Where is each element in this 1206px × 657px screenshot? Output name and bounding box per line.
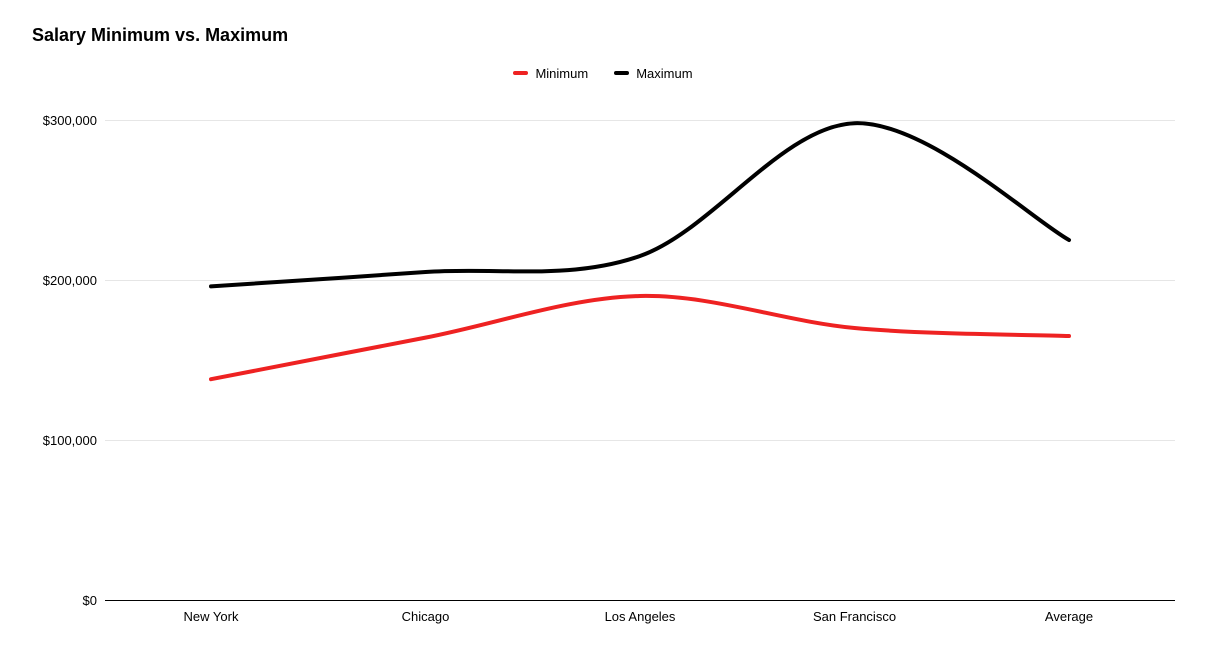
y-tick-label: $0 bbox=[82, 593, 97, 608]
x-tick-label: San Francisco bbox=[812, 609, 897, 624]
x-tick-label: New York bbox=[183, 609, 239, 624]
legend-swatch-icon bbox=[513, 71, 529, 75]
gridlines bbox=[105, 120, 1175, 601]
x-tick-label: Los Angeles bbox=[604, 609, 676, 624]
x-tick-label: Average bbox=[1044, 609, 1094, 624]
legend-label: Maximum bbox=[636, 65, 693, 81]
legend-item-maximum: Maximum bbox=[614, 65, 693, 81]
minimum-series-line bbox=[209, 293, 1071, 382]
legend-item-minimum: Minimum bbox=[513, 66, 588, 81]
legend-label: Minimum bbox=[535, 65, 589, 81]
series-lines bbox=[209, 121, 1071, 382]
chart-title: Salary Minimum vs. Maximum bbox=[32, 25, 289, 45]
chart-legend: Minimum Maximum bbox=[0, 64, 1206, 82]
y-tick-label: $100,000 bbox=[42, 433, 97, 448]
x-tick-label: Chicago bbox=[401, 609, 450, 624]
legend-swatch-icon bbox=[614, 71, 630, 75]
y-tick-label: $200,000 bbox=[42, 273, 97, 288]
y-tick-label: $300,000 bbox=[42, 113, 97, 128]
maximum-series-line bbox=[209, 121, 1071, 289]
